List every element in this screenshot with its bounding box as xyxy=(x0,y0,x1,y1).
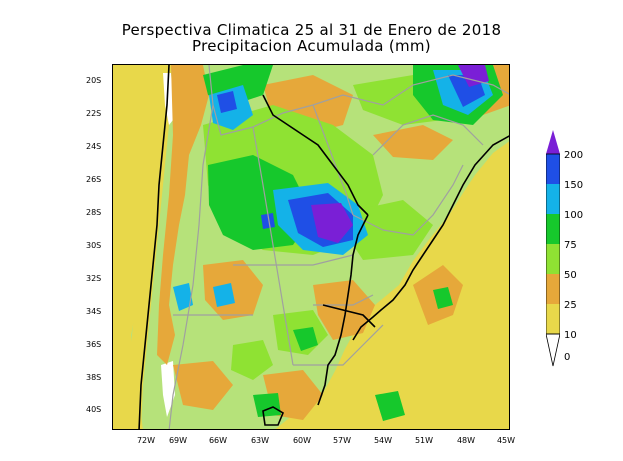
legend-swatch-25 xyxy=(546,274,560,304)
lat-label-28s: 28S xyxy=(86,208,102,217)
lat-label-26s: 26S xyxy=(86,175,102,184)
lon-label-45w: 45W xyxy=(496,436,516,445)
lat-label-22s: 22S xyxy=(86,109,102,118)
chile-yellow-strip xyxy=(125,65,171,429)
lat-label-24s: 24S xyxy=(86,142,102,151)
legend-label-75: 75 xyxy=(564,240,577,251)
lon-label-48w: 48W xyxy=(456,436,476,445)
lon-label-54w: 54W xyxy=(373,436,393,445)
title-line-1: Perspectiva Climatica 25 al 31 de Enero … xyxy=(121,21,502,39)
coastlines xyxy=(138,65,509,429)
lon-label-60w: 60W xyxy=(292,436,312,445)
legend-label-200: 200 xyxy=(564,150,584,161)
legend-swatch-50 xyxy=(546,244,560,274)
lon-label-51w: 51W xyxy=(414,436,434,445)
lat-label-40s: 40S xyxy=(86,405,102,414)
lat-label-38s: 38S xyxy=(86,373,102,382)
legend-label-10: 10 xyxy=(564,330,577,341)
legend-swatch-150 xyxy=(546,154,560,184)
lat-label-30s: 30S xyxy=(86,241,102,250)
legend-label-50: 50 xyxy=(564,270,577,281)
legend-swatch-75 xyxy=(546,214,560,244)
legend-label-100: 100 xyxy=(564,210,584,221)
lon-label-63w: 63W xyxy=(250,436,270,445)
lat-label-32s: 32S xyxy=(86,274,102,283)
lon-label-72w: 72W xyxy=(136,436,156,445)
legend-swatch-100 xyxy=(546,184,560,214)
legend-label-25: 25 xyxy=(564,300,577,311)
lat-label-20s: 20S xyxy=(86,76,102,85)
lon-label-66w: 66W xyxy=(208,436,228,445)
title-line-2: Precipitacion Acumulada (mm) xyxy=(192,37,431,55)
legend-swatch-0 xyxy=(546,333,560,367)
lon-label-57w: 57W xyxy=(332,436,352,445)
legend-label-0: 0 xyxy=(564,352,571,363)
legend-swatch-10 xyxy=(546,304,560,334)
map-title: Perspectiva Climatica 25 al 31 de Enero … xyxy=(0,22,623,54)
legend-swatch-200 xyxy=(546,130,560,154)
legend-colorbar xyxy=(546,130,560,367)
legend-label-150: 150 xyxy=(564,180,584,191)
lat-label-34s: 34S xyxy=(86,307,102,316)
map-canvas xyxy=(113,65,509,429)
political-borders xyxy=(168,65,509,429)
lon-label-69w: 69W xyxy=(168,436,188,445)
precipitation-map xyxy=(112,64,510,430)
lat-label-36s: 36S xyxy=(86,340,102,349)
